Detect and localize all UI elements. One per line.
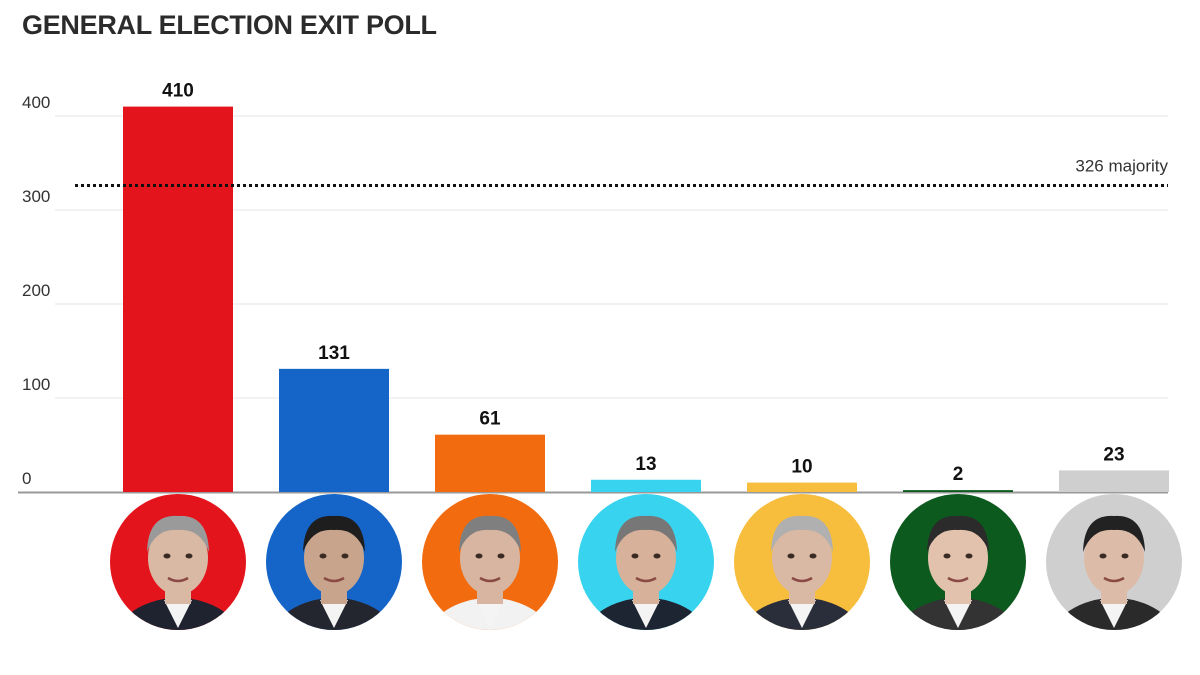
portraits (110, 494, 1182, 630)
bar-value-label: 410 (162, 81, 194, 102)
portrait-mouth (947, 576, 969, 583)
bar (903, 490, 1013, 492)
portrait-hair (615, 515, 677, 552)
portrait-shoulders (1052, 598, 1176, 630)
portrait-collar (632, 600, 660, 628)
portrait-hair (927, 515, 989, 552)
portrait-eye (1099, 553, 1107, 559)
portrait-head (148, 521, 208, 595)
portrait-shoulders (584, 598, 708, 630)
portrait-collar (476, 600, 504, 628)
orange-portrait (422, 494, 558, 630)
bar (279, 368, 389, 492)
green-portrait (890, 494, 1026, 630)
portrait-figure (740, 515, 864, 630)
portrait-mouth (791, 576, 813, 583)
portrait-eye (631, 553, 639, 559)
gridlines: 0 100 200 300 400 (18, 93, 1168, 494)
chart-title: GENERAL ELECTION EXIT POLL (22, 10, 437, 40)
bar (1059, 470, 1169, 492)
portrait-head (928, 521, 988, 595)
portrait-head (1084, 521, 1144, 595)
portrait-eye (653, 553, 661, 559)
portrait-hair (1083, 515, 1145, 552)
portrait-mouth (167, 576, 189, 583)
bar (747, 482, 857, 492)
yellow-portrait (734, 494, 870, 630)
portrait-eye (965, 553, 973, 559)
blue-portrait (266, 494, 402, 630)
portrait-mouth (323, 576, 345, 583)
portrait-eye (185, 553, 193, 559)
portrait-mouth (635, 576, 657, 583)
y-tick-label: 300 (22, 187, 50, 206)
portrait-collar (320, 600, 348, 628)
portrait-hair (771, 515, 833, 552)
portrait-figure (272, 515, 396, 630)
y-tick-label: 0 (22, 469, 31, 488)
portrait-collar (944, 600, 972, 628)
portrait-eye (1121, 553, 1129, 559)
portrait-collar (788, 600, 816, 628)
portrait-shoulders (896, 598, 1020, 630)
portrait-shoulders (740, 598, 864, 630)
portrait-hair (147, 515, 209, 552)
bar-value-label: 13 (635, 454, 656, 475)
red-portrait (110, 494, 246, 630)
portrait-head (304, 521, 364, 595)
portrait-eye (809, 553, 817, 559)
portrait-collar (1100, 600, 1128, 628)
bar-value-label: 131 (318, 343, 350, 364)
portrait-hair (459, 515, 521, 552)
portrait-head (616, 521, 676, 595)
portrait-figure (428, 515, 552, 630)
y-tick-label: 100 (22, 375, 50, 394)
grey-portrait (1046, 494, 1182, 630)
labels: 410 131 61 13 10 2 23 (162, 81, 1124, 486)
bars (123, 106, 1169, 492)
portrait-figure (1052, 515, 1176, 630)
portrait-eye (163, 553, 171, 559)
bar-value-label: 61 (479, 409, 501, 430)
bar-value-label: 2 (953, 464, 964, 485)
portrait-figure (584, 515, 708, 630)
majority-label: 326 majority (1075, 157, 1168, 176)
majority-reference: 326 majority (75, 157, 1168, 188)
y-tick-label: 200 (22, 281, 50, 300)
bar-value-label: 23 (1103, 444, 1124, 465)
portrait-mouth (479, 576, 501, 583)
bar (591, 479, 701, 492)
portrait-shoulders (116, 598, 240, 630)
portrait-figure (116, 515, 240, 630)
bar (435, 434, 545, 492)
portrait-shoulders (272, 598, 396, 630)
portrait-shoulders (428, 598, 552, 630)
portrait-head (772, 521, 832, 595)
bar-value-label: 10 (791, 457, 812, 478)
portrait-head (460, 521, 520, 595)
portrait-eye (341, 553, 349, 559)
y-tick-label: 400 (22, 93, 50, 112)
portrait-eye (319, 553, 327, 559)
bar (123, 106, 233, 492)
portrait-collar (164, 600, 192, 628)
portrait-eye (787, 553, 795, 559)
cyan-portrait (578, 494, 714, 630)
portrait-eye (475, 553, 483, 559)
portrait-hair (303, 515, 365, 552)
portrait-figure (896, 515, 1020, 630)
portrait-mouth (1103, 576, 1125, 583)
portrait-eye (943, 553, 951, 559)
portrait-eye (497, 553, 505, 559)
